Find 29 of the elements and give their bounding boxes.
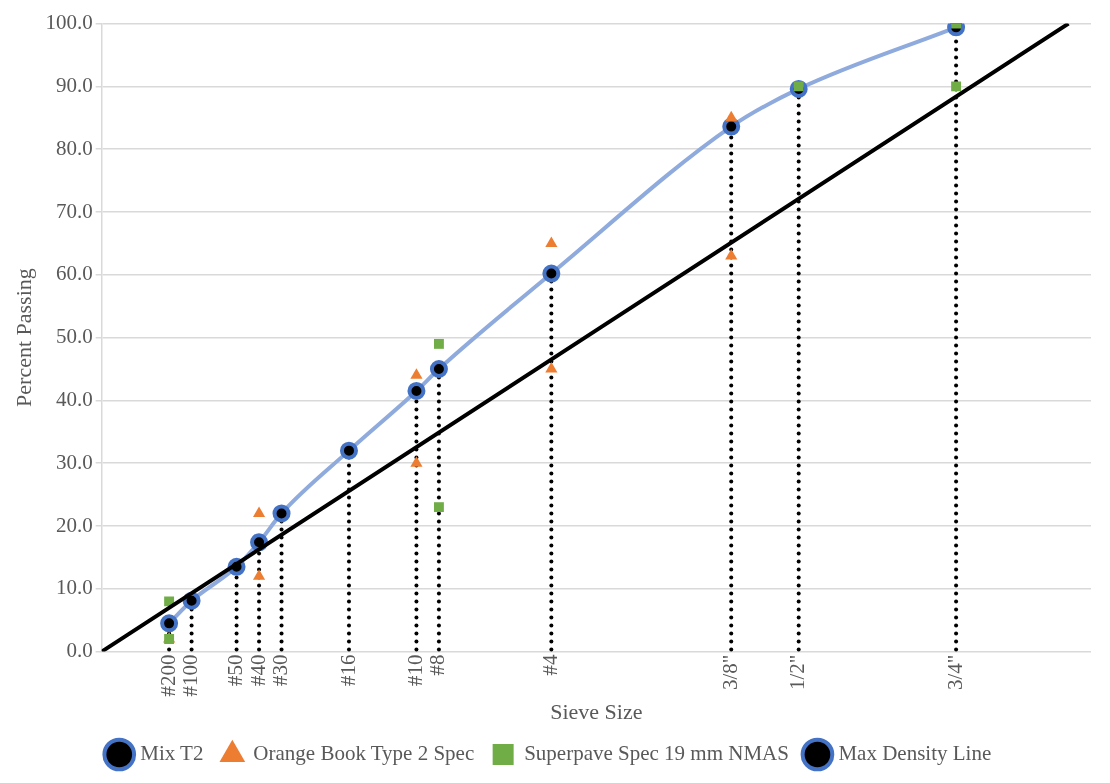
y-tick-label: 40.0 xyxy=(55,386,93,411)
y-tick-label: 100.0 xyxy=(45,10,93,35)
x-tick-label: #4 xyxy=(537,654,562,676)
x-tick-label: #30 xyxy=(268,654,293,687)
y-tick-label: 20.0 xyxy=(55,512,93,537)
legend-label: Orange Book Type 2 Spec xyxy=(253,741,475,766)
y-tick-label: 60.0 xyxy=(55,261,93,286)
y-tick-label: 30.0 xyxy=(55,449,93,474)
x-tick-label: #200 xyxy=(155,654,180,697)
legend-label: Mix T2 xyxy=(140,741,204,766)
y-axis-title: Percent Passing xyxy=(10,268,36,407)
x-tick-label: 3/8" xyxy=(717,654,742,691)
y-tick-label: 70.0 xyxy=(55,198,93,223)
x-tick-label: #16 xyxy=(335,654,360,687)
y-tick-label: 90.0 xyxy=(55,72,93,97)
x-tick-label: #8 xyxy=(425,654,450,676)
y-tick-label: 0.0 xyxy=(66,638,93,663)
x-tick-label: #100 xyxy=(178,654,203,697)
x-axis-title: Sieve Size xyxy=(550,698,643,724)
legend-label: Max Density Line xyxy=(838,741,992,766)
legend-label: Superpave Spec 19 mm NMAS xyxy=(524,741,789,766)
x-tick-label: #10 xyxy=(402,654,427,687)
x-tick-label: 1/2" xyxy=(785,654,810,691)
y-tick-label: 80.0 xyxy=(55,135,93,160)
x-tick-label: 3/4" xyxy=(942,654,967,691)
x-tick-label: #50 xyxy=(223,654,248,687)
x-tick-label: #40 xyxy=(245,654,270,687)
y-tick-label: 10.0 xyxy=(55,575,93,600)
y-tick-label: 50.0 xyxy=(55,324,93,349)
